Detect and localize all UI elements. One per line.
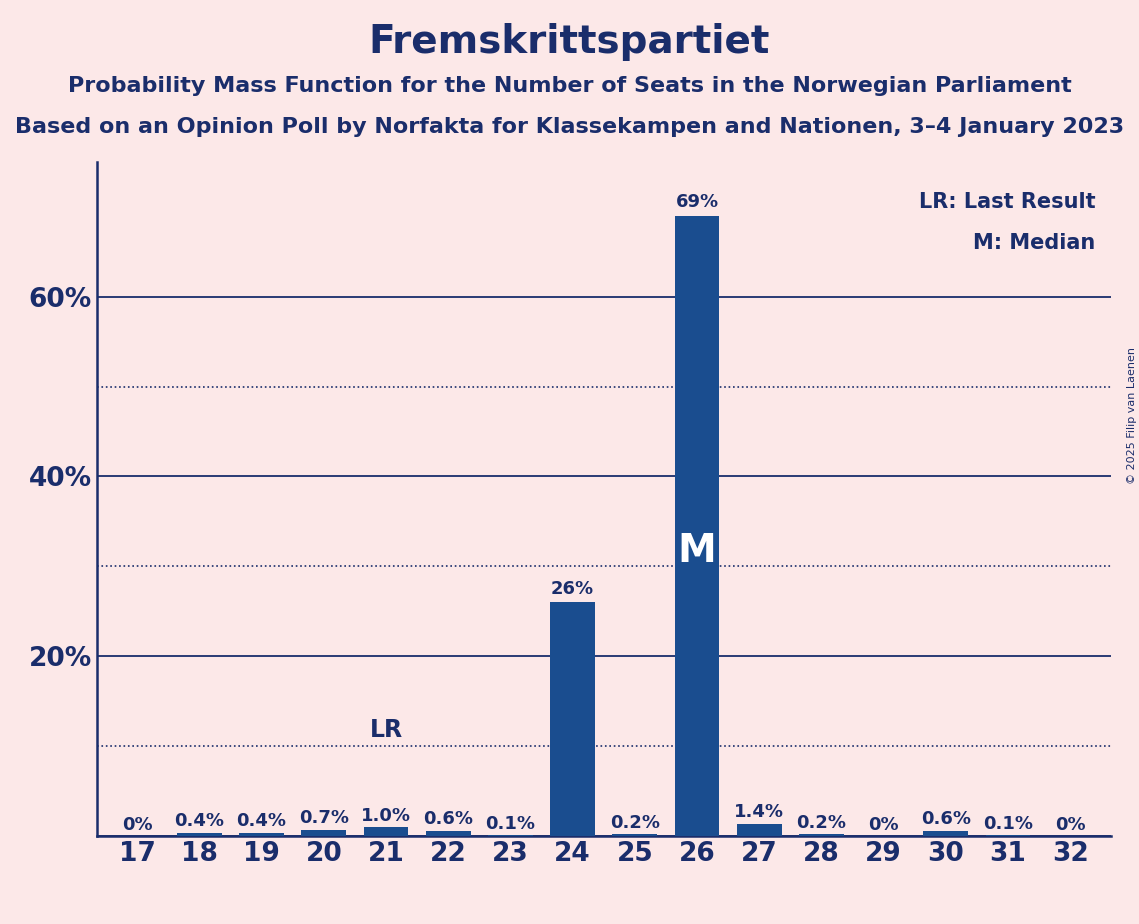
Text: 26%: 26% [551,580,595,598]
Text: M: M [678,532,716,570]
Bar [924,831,968,836]
Text: M: Median: M: Median [973,233,1096,252]
Text: LR: LR [369,718,402,742]
Bar [674,215,720,836]
Bar [363,827,409,836]
Text: 0.6%: 0.6% [424,810,473,828]
Text: 1.4%: 1.4% [735,803,784,821]
Text: 0.7%: 0.7% [298,809,349,827]
Text: 0.1%: 0.1% [485,815,535,833]
Text: 0.4%: 0.4% [174,812,224,830]
Bar [426,831,470,836]
Bar [737,823,781,836]
Bar [177,833,222,836]
Text: Probability Mass Function for the Number of Seats in the Norwegian Parliament: Probability Mass Function for the Number… [67,76,1072,96]
Bar [550,602,595,836]
Text: 0%: 0% [868,816,899,833]
Text: 0%: 0% [1055,816,1085,833]
Bar [239,833,284,836]
Text: 1.0%: 1.0% [361,807,411,824]
Text: © 2025 Filip van Laenen: © 2025 Filip van Laenen [1126,347,1137,484]
Text: 69%: 69% [675,193,719,212]
Text: Based on an Opinion Poll by Norfakta for Klassekampen and Nationen, 3–4 January : Based on an Opinion Poll by Norfakta for… [15,117,1124,138]
Text: 0%: 0% [122,816,153,833]
Text: 0.2%: 0.2% [796,814,846,832]
Text: 0.6%: 0.6% [920,810,970,828]
Bar [613,834,657,836]
Text: Fremskrittspartiet: Fremskrittspartiet [369,23,770,61]
Bar [798,834,844,836]
Bar [302,830,346,836]
Text: LR: Last Result: LR: Last Result [919,192,1096,212]
Text: 0.4%: 0.4% [237,812,287,830]
Text: 0.2%: 0.2% [609,814,659,832]
Text: 0.1%: 0.1% [983,815,1033,833]
